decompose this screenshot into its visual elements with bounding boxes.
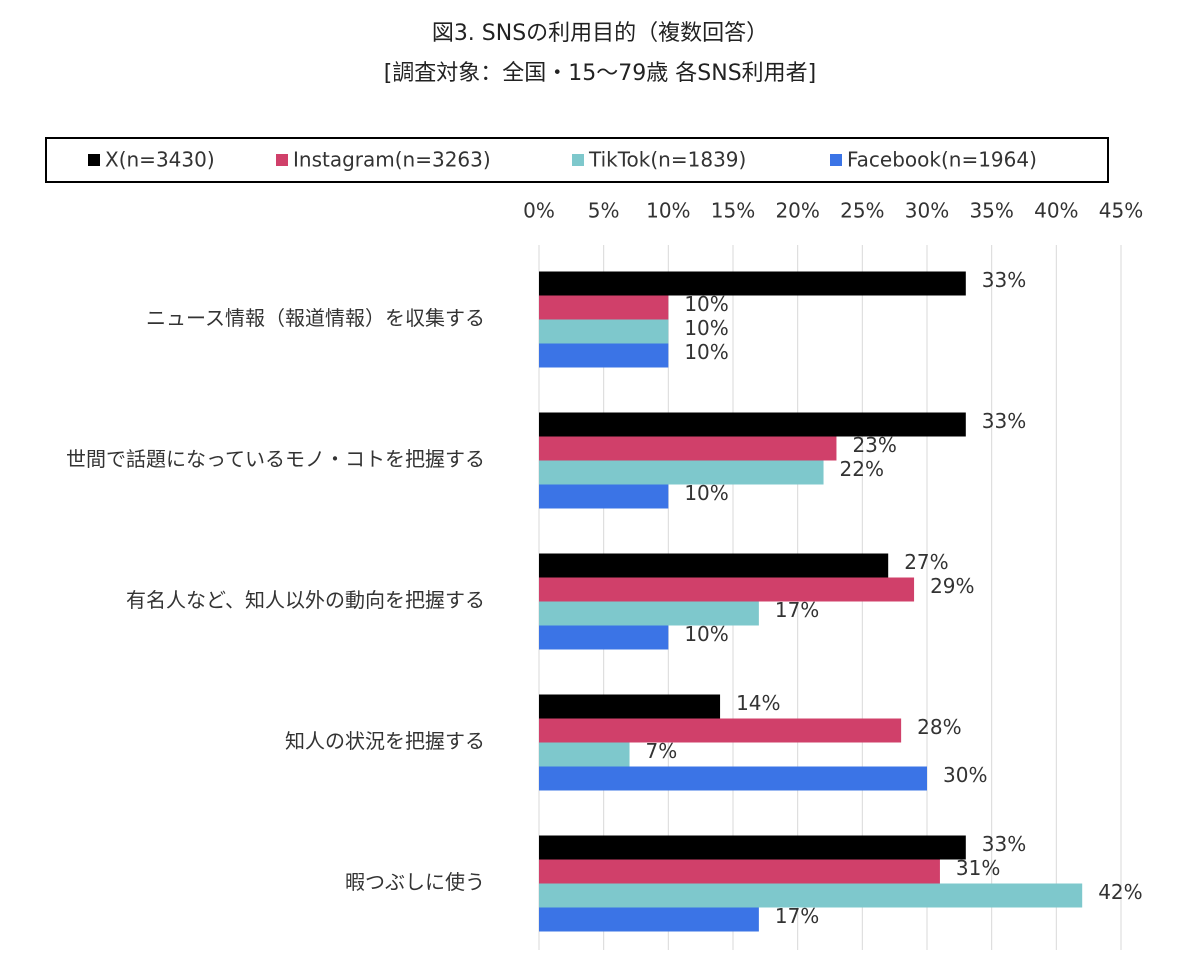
data-label: 30% bbox=[943, 763, 987, 787]
data-label: 14% bbox=[736, 691, 780, 715]
data-label: 10% bbox=[684, 316, 728, 340]
legend-swatch bbox=[276, 154, 288, 166]
x-tick-label: 5% bbox=[588, 199, 620, 223]
x-tick-label: 15% bbox=[711, 199, 755, 223]
data-label: 10% bbox=[684, 292, 728, 316]
legend-swatch bbox=[830, 154, 842, 166]
bar bbox=[539, 460, 824, 485]
bar bbox=[539, 553, 889, 578]
bar bbox=[539, 436, 837, 461]
data-label: 7% bbox=[646, 739, 678, 763]
bar bbox=[539, 295, 669, 320]
legend-box bbox=[45, 137, 1109, 183]
bar bbox=[539, 859, 940, 884]
data-label: 10% bbox=[684, 340, 728, 364]
data-label: 29% bbox=[930, 574, 974, 598]
x-tick-label: 0% bbox=[523, 199, 555, 223]
data-label: 33% bbox=[982, 832, 1026, 856]
x-tick-label: 35% bbox=[969, 199, 1013, 223]
y-tick-label: ニュース情報（報道情報）を収集する bbox=[146, 306, 485, 330]
chart-title: 図3. SNSの利用目的（複数回答） bbox=[432, 21, 768, 46]
bar bbox=[539, 625, 669, 650]
y-tick-label: 有名人など、知人以外の動向を把握する bbox=[126, 588, 485, 612]
data-label: 17% bbox=[775, 904, 819, 928]
legend-label: Instagram(n=3263) bbox=[293, 148, 491, 172]
data-label: 27% bbox=[904, 550, 948, 574]
y-tick-label: 世間で話題になっているモノ・コトを把握する bbox=[66, 447, 485, 471]
bar bbox=[539, 577, 915, 602]
bar bbox=[539, 484, 669, 509]
bar bbox=[539, 766, 927, 791]
bar bbox=[539, 718, 902, 743]
legend-label: TikTok(n=1839) bbox=[588, 148, 746, 172]
y-tick-label: 知人の状況を把握する bbox=[285, 729, 485, 753]
bar bbox=[539, 319, 669, 344]
x-tick-label: 30% bbox=[905, 199, 949, 223]
data-label: 28% bbox=[917, 715, 961, 739]
bar bbox=[539, 883, 1083, 908]
data-label: 33% bbox=[982, 268, 1026, 292]
bar bbox=[539, 907, 759, 932]
legend-label: X(n=3430) bbox=[105, 148, 215, 172]
bar bbox=[539, 835, 966, 860]
x-tick-label: 25% bbox=[840, 199, 884, 223]
x-tick-label: 20% bbox=[775, 199, 819, 223]
data-label: 23% bbox=[852, 433, 896, 457]
data-label: 42% bbox=[1098, 880, 1142, 904]
bar bbox=[539, 742, 630, 767]
bar bbox=[539, 271, 966, 296]
legend-swatch bbox=[572, 154, 584, 166]
legend-swatch bbox=[88, 154, 100, 166]
x-tick-label: 10% bbox=[646, 199, 690, 223]
y-tick-label: 暇つぶしに使う bbox=[345, 870, 485, 894]
bar bbox=[539, 601, 759, 626]
data-label: 31% bbox=[956, 856, 1000, 880]
chart-subtitle: [調査対象：全国・15～79歳 各SNS利用者] bbox=[384, 61, 817, 86]
legend-label: Facebook(n=1964) bbox=[847, 148, 1037, 172]
x-tick-label: 45% bbox=[1099, 199, 1143, 223]
data-label: 22% bbox=[840, 457, 884, 481]
data-label: 17% bbox=[775, 598, 819, 622]
bar bbox=[539, 412, 966, 437]
bar bbox=[539, 694, 721, 719]
data-label: 10% bbox=[684, 481, 728, 505]
bar bbox=[539, 343, 669, 368]
data-label: 33% bbox=[982, 409, 1026, 433]
data-label: 10% bbox=[684, 622, 728, 646]
x-tick-label: 40% bbox=[1034, 199, 1078, 223]
